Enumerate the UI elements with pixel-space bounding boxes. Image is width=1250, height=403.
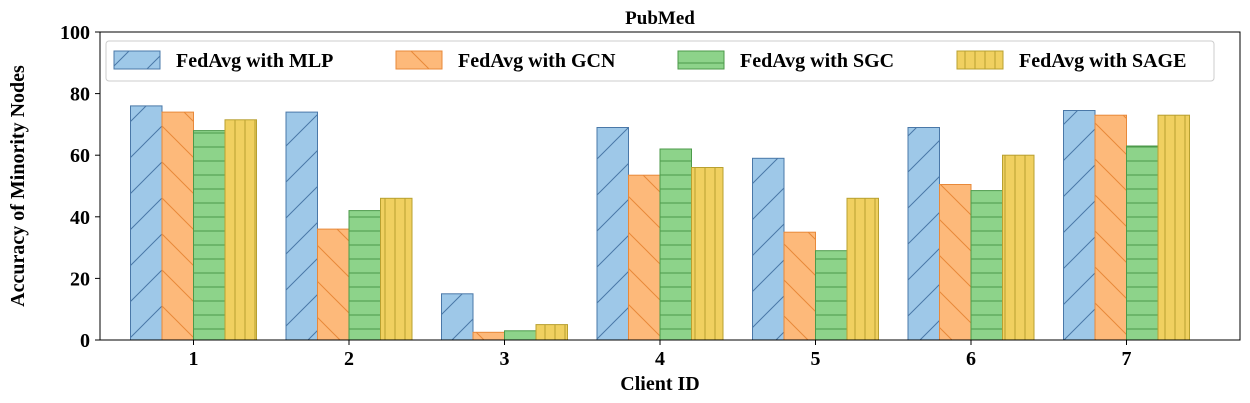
bar-2-3 <box>472 331 505 341</box>
bar-2-7 <box>1094 114 1127 341</box>
x-tick-label: 7 <box>1122 348 1132 370</box>
legend-label: FedAvg with GCN <box>458 50 616 72</box>
y-tick-label: 20 <box>70 268 90 290</box>
y-axis-label: Accuracy of Minority Nodes <box>7 65 29 307</box>
bar-1-7 <box>1063 110 1096 341</box>
x-tick-label: 6 <box>966 348 976 370</box>
bar-1-5 <box>752 157 785 341</box>
bar-2-1 <box>161 111 194 341</box>
bar-4-5 <box>846 197 879 341</box>
bar-4-7 <box>1157 114 1190 341</box>
x-axis: 1 2 3 4 5 6 7 <box>189 340 1132 370</box>
x-tick-label: 2 <box>344 348 354 370</box>
bar-3-1 <box>193 130 226 341</box>
plot-frame <box>99 31 1241 341</box>
legend-swatch <box>677 50 725 70</box>
legend: FedAvg with MLP FedAvg with GCN FedAvg wit… <box>105 40 1215 82</box>
y-tick-label: 60 <box>70 145 90 167</box>
bar-1-2 <box>285 111 318 341</box>
y-axis: 0 20 40 60 80 100 <box>60 22 100 352</box>
bar-3-2 <box>348 210 381 341</box>
bar-2-5 <box>783 231 816 341</box>
bar-1-4 <box>596 127 629 341</box>
legend-label: FedAvg with SGC <box>740 50 894 72</box>
legend-label: FedAvg with SAGE <box>1019 50 1186 72</box>
chart-title: PubMed <box>625 8 695 29</box>
bar-3-6 <box>970 190 1003 341</box>
bar-3-5 <box>815 250 848 341</box>
legend-swatch <box>113 50 161 70</box>
bar-2-4 <box>628 174 661 341</box>
bar-3-4 <box>659 148 692 341</box>
bar-4-3 <box>535 324 568 341</box>
bar-3-3 <box>504 330 537 341</box>
x-tick-label: 1 <box>189 348 199 370</box>
legend-label: FedAvg with MLP <box>176 50 333 72</box>
x-tick-label: 4 <box>655 348 665 370</box>
x-tick-label: 3 <box>500 348 510 370</box>
bars-group <box>130 105 1190 341</box>
y-tick-label: 40 <box>70 207 90 229</box>
bar-1-6 <box>907 127 940 341</box>
x-tick-label: 5 <box>811 348 821 370</box>
bar-4-6 <box>1002 154 1035 341</box>
legend-swatch <box>395 50 443 70</box>
y-tick-label: 0 <box>80 330 90 352</box>
bar-4-1 <box>224 119 257 341</box>
y-tick-label: 100 <box>60 22 90 44</box>
bar-4-4 <box>691 167 724 341</box>
bar-4-2 <box>380 197 413 341</box>
x-axis-label: Client ID <box>620 373 699 395</box>
bar-1-1 <box>130 105 163 341</box>
y-tick-label: 80 <box>70 84 90 106</box>
legend-box <box>105 40 1215 82</box>
bar-2-2 <box>317 228 350 341</box>
bar-3-7 <box>1126 145 1159 341</box>
bar-1-3 <box>441 293 474 341</box>
bar-2-6 <box>939 184 972 341</box>
legend-swatch <box>956 50 1004 70</box>
